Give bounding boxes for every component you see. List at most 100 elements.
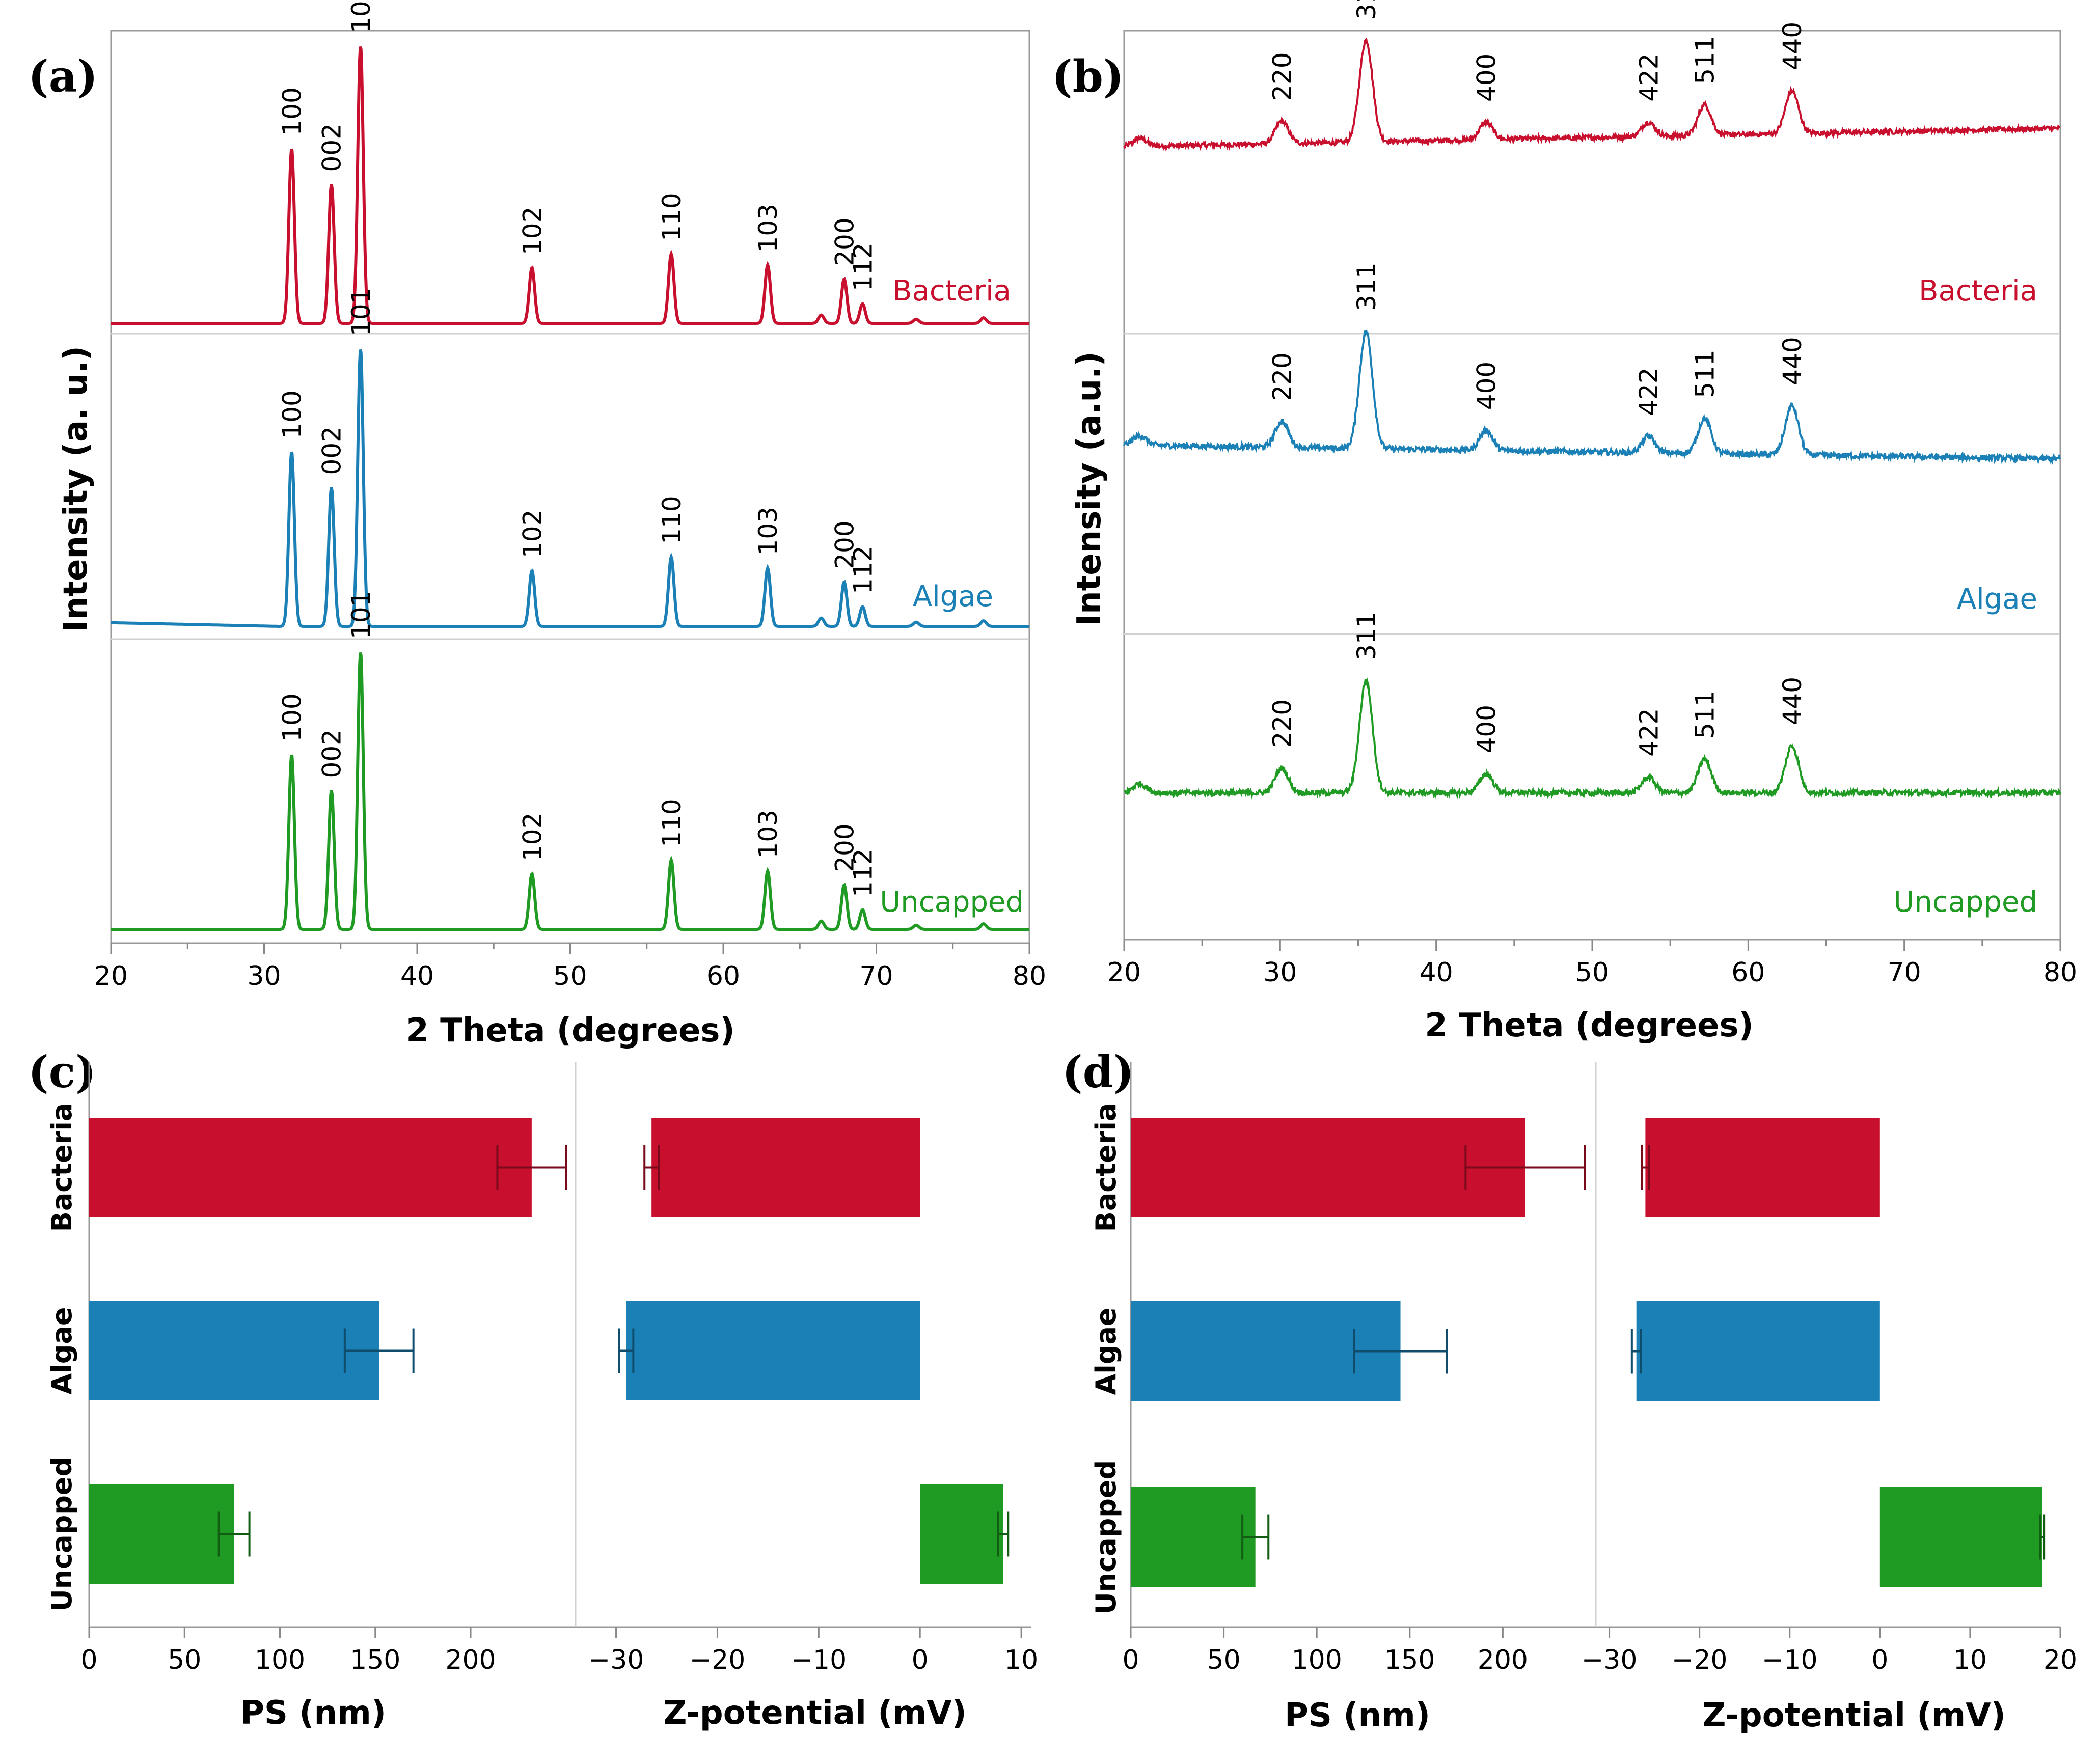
peak-label: 400	[1472, 362, 1502, 410]
panel-a: (a) 20 30 40 50 60 70 80 100 002 101 102 110 103 200…	[28, 0, 1046, 1050]
panel-a-series-label-algae: Algae	[913, 580, 993, 613]
peak-label: 110	[657, 798, 687, 847]
zeta-tick-label: 0	[1871, 1645, 1888, 1675]
peak-label: 102	[517, 813, 547, 861]
peak-label: 311	[1352, 612, 1381, 660]
zeta-tick-label: 20	[2043, 1645, 2077, 1675]
ps-error-bar-bacteria	[496, 1145, 567, 1190]
x-tick-label: 80	[2043, 957, 2077, 988]
x-tick-label: 60	[1731, 957, 1765, 988]
trace-algae	[111, 349, 1029, 628]
ps-tick-label: 200	[1478, 1645, 1528, 1675]
trace-uncapped	[111, 652, 1029, 931]
peak-label: 103	[753, 810, 783, 858]
ps-bar-algae	[89, 1301, 379, 1400]
ps-bar-uncapped	[1131, 1487, 1256, 1587]
peak-label: 440	[1778, 22, 1807, 70]
zeta-bar-uncapped	[1879, 1487, 2042, 1587]
zeta-bar-bacteria	[1645, 1118, 1880, 1217]
ps-tick-label: 50	[168, 1645, 201, 1675]
category-label-algae: Algae	[1090, 1307, 1122, 1395]
peak-label: 511	[1691, 690, 1720, 738]
panel-b-label: (b)	[1052, 51, 1124, 102]
peak-label: 102	[517, 510, 547, 558]
x-tick-label: 60	[706, 961, 740, 991]
x-tick-label: 20	[94, 961, 128, 991]
panel-a-traces	[111, 46, 1029, 931]
ps-tick-label: 200	[445, 1645, 496, 1675]
peak-label: 511	[1691, 36, 1720, 84]
ps-bar-bacteria	[1131, 1118, 1525, 1217]
panel-d-label: (d)	[1062, 1046, 1134, 1098]
peak-label: 511	[1691, 349, 1720, 398]
peak-label: 002	[317, 729, 347, 778]
panel-b-peak-labels: 220 311 400 422 511 440 220 311 400 422 511 440 220 3…	[1267, 0, 1807, 757]
peak-label: 422	[1634, 708, 1664, 757]
peak-label: 112	[849, 848, 878, 897]
x-tick-label: 40	[1420, 957, 1453, 988]
x-tick-label: 80	[1013, 961, 1046, 991]
panel-b-series-label-uncapped: Uncapped	[1893, 886, 2037, 919]
panel-a-label: (a)	[28, 51, 98, 102]
peak-label: 200	[830, 823, 859, 872]
ps-tick-label: 150	[350, 1645, 400, 1675]
peak-label: 440	[1778, 677, 1807, 725]
peak-label: 220	[1267, 699, 1297, 748]
peak-label: 101	[346, 288, 376, 336]
x-tick-label: 40	[400, 961, 434, 991]
category-label-uncapped: Uncapped	[1090, 1460, 1122, 1614]
peak-label: 400	[1472, 705, 1502, 753]
peak-label: 110	[657, 192, 687, 241]
zeta-tick-label: 0	[912, 1645, 929, 1675]
trace-bacteria	[1123, 37, 2061, 152]
peak-label: 101	[346, 591, 376, 639]
zeta-bar-uncapped	[920, 1484, 1003, 1584]
category-label-bacteria: Bacteria	[46, 1103, 78, 1232]
zeta-tick-label: −30	[588, 1645, 644, 1675]
peak-label: 101	[346, 0, 376, 33]
zeta-tick-label: −30	[1582, 1645, 1638, 1675]
peak-label: 103	[753, 507, 783, 555]
zeta-tick-label: −10	[1762, 1645, 1818, 1675]
peak-label: 422	[1634, 367, 1664, 416]
peak-label: 311	[1352, 0, 1381, 20]
panel-b-traces	[1123, 37, 2061, 800]
zeta-tick-label: −20	[690, 1645, 746, 1675]
ps-tick-label: 0	[80, 1645, 97, 1675]
zeta-tick-label: −10	[791, 1645, 847, 1675]
trace-uncapped	[1123, 677, 2061, 800]
trace-bacteria	[111, 46, 1029, 325]
ps-tick-label: 0	[1122, 1645, 1139, 1675]
x-tick-label: 30	[1263, 957, 1297, 988]
peak-label: 102	[517, 207, 547, 255]
ps-error-bar-uncapped	[1241, 1514, 1270, 1560]
ps-error-bar-algae	[343, 1328, 415, 1373]
trace-algae	[1123, 330, 2061, 465]
category-label-algae: Algae	[46, 1307, 78, 1394]
peak-label: 110	[657, 495, 687, 544]
panel-a-series-label-bacteria: Bacteria	[892, 274, 1011, 308]
ps-tick-label: 100	[1292, 1645, 1342, 1675]
panel-b-series-label-bacteria: Bacteria	[1919, 274, 2037, 308]
peak-label: 422	[1634, 53, 1664, 101]
peak-label: 440	[1778, 337, 1807, 385]
peak-label: 311	[1352, 262, 1381, 311]
panel-b-y-axis-title: Intensity (a.u.)	[1071, 351, 1108, 626]
peak-label: 220	[1267, 52, 1297, 100]
panel-a-x-ticks: 20 30 40 50 60 70 80	[94, 943, 1046, 991]
panel-b-series-label-algae: Algae	[1957, 583, 2037, 616]
ps-bar-uncapped	[89, 1484, 234, 1584]
peak-label: 002	[317, 123, 347, 172]
ps-error-bar-uncapped	[217, 1511, 251, 1557]
zeta-bar-bacteria	[651, 1118, 920, 1217]
peak-label: 002	[317, 426, 347, 475]
panel-d-zeta-axis-title: Z-potential (mV)	[1702, 1697, 2006, 1734]
ps-error-bar-bacteria	[1464, 1145, 1586, 1190]
ps-tick-label: 150	[1384, 1645, 1435, 1675]
panel-c-label: (c)	[28, 1046, 96, 1098]
